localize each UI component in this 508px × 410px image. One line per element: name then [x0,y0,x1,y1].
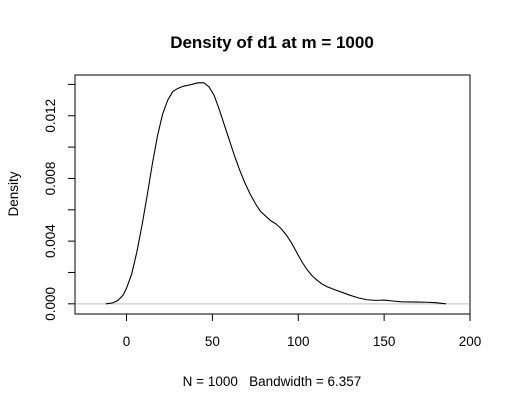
x-tick-label: 100 [287,334,310,349]
x-axis-label: N = 1000 Bandwidth = 6.357 [183,374,362,389]
y-tick-label: 0.012 [43,99,58,133]
x-tick-label: 0 [123,334,131,349]
x-axis: 0 50 100 150 200 [123,313,482,349]
y-tick-label: 0.004 [43,224,58,258]
x-tick-label: 50 [205,334,220,349]
x-tick-label: 200 [459,334,482,349]
y-axis: 0.000 0.004 0.008 0.012 [43,83,76,321]
y-tick-label: 0.000 [43,287,58,321]
plot-frame [74,74,471,315]
x-tick-label: 150 [373,334,396,349]
density-curve [105,82,447,305]
y-tick-label: 0.008 [43,162,58,196]
y-axis-label: Density [6,171,21,216]
plot-title: Density of d1 at m = 1000 [170,33,374,52]
